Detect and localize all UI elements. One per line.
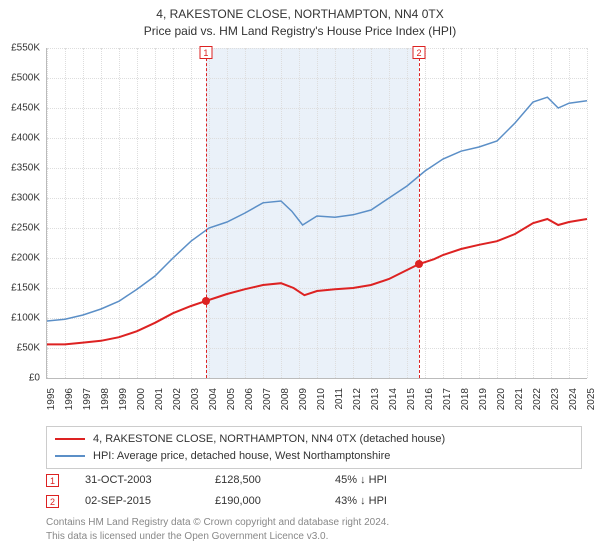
footnote: Contains HM Land Registry data © Crown c… <box>46 516 389 543</box>
x-axis-label: 2024 <box>568 388 579 428</box>
footnote-line2: This data is licensed under the Open Gov… <box>46 530 389 544</box>
marker-list-badge-2: 2 <box>46 495 59 508</box>
chart-lines-svg <box>47 48 587 378</box>
legend-swatch-hpi <box>55 455 85 457</box>
x-axis-label: 2021 <box>514 388 525 428</box>
chart-title-line1: 4, RAKESTONE CLOSE, NORTHAMPTON, NN4 0TX <box>0 6 600 23</box>
x-axis-label: 2023 <box>550 388 561 428</box>
marker-list-row-1: 1 31-OCT-2003 £128,500 45% ↓ HPI <box>46 470 455 491</box>
x-axis-label: 2009 <box>298 388 309 428</box>
x-axis-label: 2016 <box>424 388 435 428</box>
x-axis-label: 2022 <box>532 388 543 428</box>
chart-title-line2: Price paid vs. HM Land Registry's House … <box>0 23 600 40</box>
legend-swatch-price-paid <box>55 438 85 440</box>
marker-hpi-1: 45% ↓ HPI <box>335 470 455 491</box>
y-axis-label: £0 <box>0 373 40 384</box>
gridline-v <box>587 48 588 378</box>
series-price_paid <box>47 219 587 344</box>
x-axis-label: 2006 <box>244 388 255 428</box>
y-axis-label: £300K <box>0 193 40 204</box>
x-axis-label: 2015 <box>406 388 417 428</box>
markers-list: 1 31-OCT-2003 £128,500 45% ↓ HPI 2 02-SE… <box>46 470 455 512</box>
x-axis-label: 1996 <box>64 388 75 428</box>
x-axis-label: 2014 <box>388 388 399 428</box>
footnote-line1: Contains HM Land Registry data © Crown c… <box>46 516 389 530</box>
x-axis-label: 2003 <box>190 388 201 428</box>
marker-dot <box>415 260 423 268</box>
x-axis-label: 2025 <box>586 388 597 428</box>
chart-area: 12 £0£50K£100K£150K£200K£250K£300K£350K£… <box>0 44 600 424</box>
series-hpi <box>47 97 587 321</box>
marker-dot <box>202 297 210 305</box>
marker-vline <box>206 48 207 378</box>
marker-badge: 2 <box>413 46 426 59</box>
legend-row-price-paid: 4, RAKESTONE CLOSE, NORTHAMPTON, NN4 0TX… <box>55 431 573 448</box>
y-axis-label: £500K <box>0 73 40 84</box>
x-axis-label: 2004 <box>208 388 219 428</box>
x-axis-label: 2012 <box>352 388 363 428</box>
x-axis-label: 1998 <box>100 388 111 428</box>
x-axis-label: 2000 <box>136 388 147 428</box>
x-axis-label: 2013 <box>370 388 381 428</box>
legend-box: 4, RAKESTONE CLOSE, NORTHAMPTON, NN4 0TX… <box>46 426 582 469</box>
legend-label-hpi: HPI: Average price, detached house, West… <box>93 448 390 465</box>
marker-list-badge-1: 1 <box>46 474 59 487</box>
marker-date-2: 02-SEP-2015 <box>85 491 215 512</box>
x-axis-label: 2018 <box>460 388 471 428</box>
marker-list-row-2: 2 02-SEP-2015 £190,000 43% ↓ HPI <box>46 491 455 512</box>
x-axis-label: 1997 <box>82 388 93 428</box>
x-axis-label: 2019 <box>478 388 489 428</box>
y-axis-label: £100K <box>0 313 40 324</box>
x-axis-label: 2010 <box>316 388 327 428</box>
x-axis-label: 2005 <box>226 388 237 428</box>
y-axis-label: £50K <box>0 343 40 354</box>
chart-title-block: 4, RAKESTONE CLOSE, NORTHAMPTON, NN4 0TX… <box>0 0 600 40</box>
marker-badge: 1 <box>199 46 212 59</box>
x-axis-label: 2017 <box>442 388 453 428</box>
marker-price-2: £190,000 <box>215 491 335 512</box>
y-axis-label: £400K <box>0 133 40 144</box>
x-axis-label: 2002 <box>172 388 183 428</box>
marker-hpi-2: 43% ↓ HPI <box>335 491 455 512</box>
y-axis-label: £550K <box>0 43 40 54</box>
x-axis-label: 1999 <box>118 388 129 428</box>
y-axis-label: £350K <box>0 163 40 174</box>
marker-vline <box>419 48 420 378</box>
marker-price-1: £128,500 <box>215 470 335 491</box>
legend-label-price-paid: 4, RAKESTONE CLOSE, NORTHAMPTON, NN4 0TX… <box>93 431 445 448</box>
legend-row-hpi: HPI: Average price, detached house, West… <box>55 448 573 465</box>
y-axis-label: £200K <box>0 253 40 264</box>
marker-date-1: 31-OCT-2003 <box>85 470 215 491</box>
y-axis-label: £250K <box>0 223 40 234</box>
x-axis-label: 2011 <box>334 388 345 428</box>
x-axis-label: 1995 <box>46 388 57 428</box>
y-axis-label: £450K <box>0 103 40 114</box>
x-axis-label: 2020 <box>496 388 507 428</box>
x-axis-label: 2008 <box>280 388 291 428</box>
x-axis-label: 2007 <box>262 388 273 428</box>
x-axis-label: 2001 <box>154 388 165 428</box>
y-axis-label: £150K <box>0 283 40 294</box>
plot-area: 12 <box>46 48 587 379</box>
